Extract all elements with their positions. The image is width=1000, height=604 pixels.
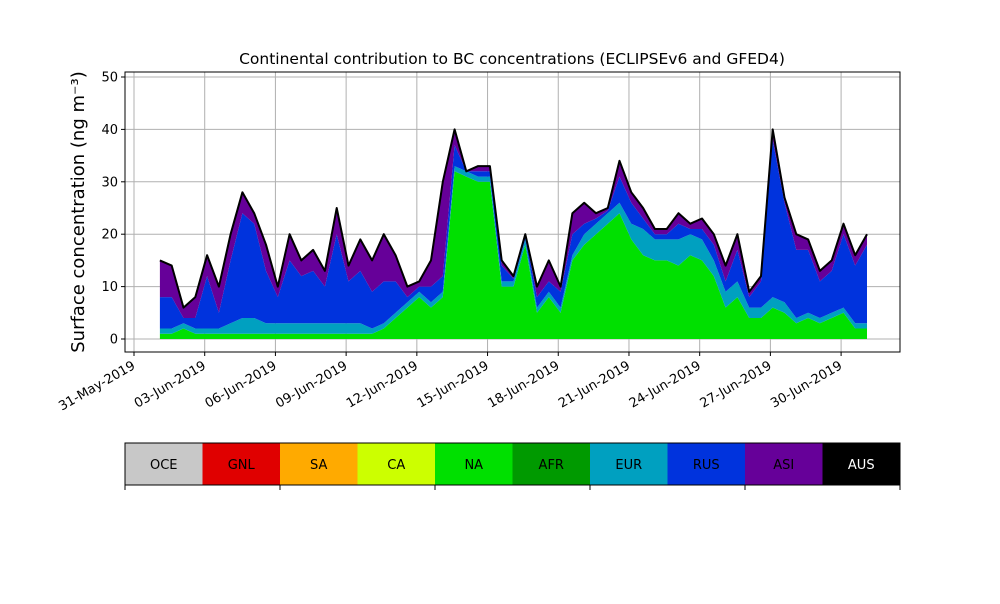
legend-label-eur: EUR	[615, 458, 642, 473]
legend-swatch-aus	[822, 443, 900, 485]
legend-label-afr: AFR	[539, 458, 564, 473]
x-tick-label: 03-Jun-2019	[132, 358, 209, 411]
y-tick-label: 30	[101, 175, 118, 190]
y-tick-label: 10	[101, 280, 118, 295]
x-tick-label: 06-Jun-2019	[203, 358, 280, 411]
x-tick-label: 21-Jun-2019	[556, 358, 633, 411]
x-tick-label: 12-Jun-2019	[344, 358, 421, 411]
legend-label-rus: RUS	[693, 458, 720, 473]
chart-title: Continental contribution to BC concentra…	[239, 50, 785, 68]
legend-frame	[124, 442, 901, 486]
legend-swatch-ca	[357, 443, 435, 485]
x-tick-label: 27-Jun-2019	[698, 358, 775, 411]
area-rus	[159, 139, 867, 329]
legend-swatch-rus	[667, 443, 745, 485]
x-tick-label: 18-Jun-2019	[485, 358, 562, 411]
total-line	[159, 128, 868, 309]
legend-label-sa: SA	[310, 458, 327, 473]
legend-label-oce: OCE	[150, 458, 178, 473]
legend-swatch-gnl	[202, 443, 280, 485]
legend-swatch-eur	[590, 443, 668, 485]
legend-label-ca: CA	[387, 458, 405, 473]
y-tick-label: 0	[110, 333, 118, 348]
x-tick-label: 30-Jun-2019	[768, 358, 845, 411]
y-axis-label: Surface concentration (ng m⁻³)	[68, 71, 89, 353]
legend-swatch-na	[435, 443, 513, 485]
legend-label-asi: ASI	[773, 458, 794, 473]
legend-label-gnl: GNL	[228, 458, 256, 473]
x-tick-label: 15-Jun-2019	[415, 358, 492, 411]
legend-label-aus: AUS	[848, 458, 875, 473]
y-tick-label: 50	[101, 71, 118, 86]
legend-swatch-afr	[512, 443, 590, 485]
legend-swatch-oce	[125, 443, 203, 485]
x-tick-label: 09-Jun-2019	[273, 358, 350, 411]
legend-label-na: NA	[464, 458, 483, 473]
x-tick-label: 24-Jun-2019	[627, 358, 704, 411]
legend-swatch-asi	[745, 443, 823, 485]
plot-frame	[124, 71, 901, 353]
legend-swatch-sa	[280, 443, 358, 485]
y-tick-label: 20	[101, 228, 118, 243]
x-tick-label: 31-May-2019	[56, 358, 138, 414]
y-tick-label: 40	[101, 123, 118, 138]
area-na	[159, 171, 867, 339]
